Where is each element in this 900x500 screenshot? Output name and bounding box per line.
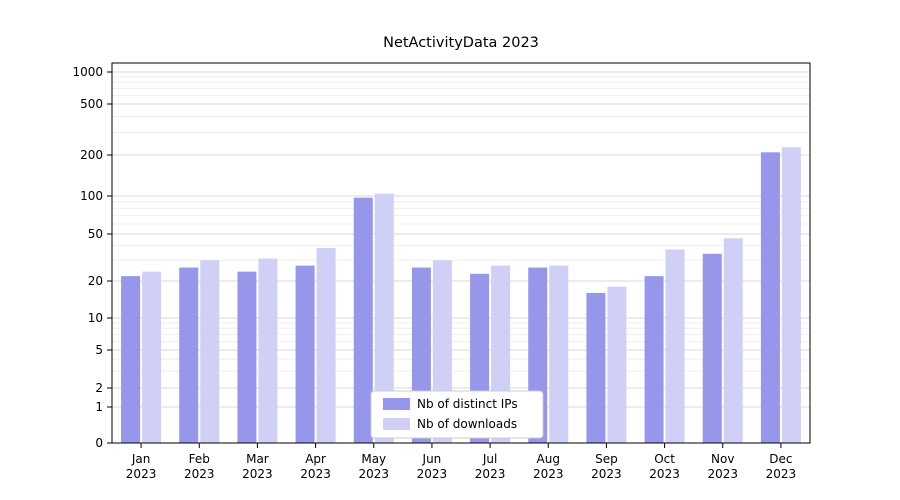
y-tick-label: 1000 [72, 65, 103, 79]
x-tick-label-year: 2023 [300, 467, 331, 481]
y-tick-label: 10 [88, 311, 103, 325]
x-tick-label-year: 2023 [126, 467, 157, 481]
x-tick-label-month: May [361, 452, 386, 466]
x-tick-label-year: 2023 [533, 467, 564, 481]
bar-distinct-ips-oct [644, 276, 664, 443]
x-axis: Jan2023Feb2023Mar2023Apr2023May2023Jun20… [126, 443, 796, 481]
legend-swatch [383, 398, 410, 410]
legend-swatch [383, 418, 410, 430]
y-tick-label: 500 [80, 97, 103, 111]
bar-downloads-apr [316, 248, 336, 443]
legend-label: Nb of distinct IPs [417, 397, 518, 411]
x-tick-label-year: 2023 [591, 467, 622, 481]
y-tick-label: 20 [88, 274, 103, 288]
y-tick-label: 2 [95, 381, 103, 395]
x-tick-label-month: Feb [189, 452, 210, 466]
x-tick-label-month: Jun [422, 452, 442, 466]
axes-box [111, 62, 811, 444]
bar-downloads-nov [723, 238, 743, 443]
bar-downloads-may [374, 193, 394, 443]
y-tick-label: 0 [95, 436, 103, 450]
bar-distinct-ips-dec [760, 152, 780, 444]
bar-distinct-ips-mar [237, 271, 257, 443]
x-tick-label-year: 2023 [766, 467, 797, 481]
x-tick-label-year: 2023 [649, 467, 680, 481]
x-tick-label-year: 2023 [475, 467, 506, 481]
x-tick-label-month: Oct [654, 452, 675, 466]
y-axis: 0 1 2 5 10 20 50 100 200 500 1000 [72, 65, 112, 450]
x-tick-label-month: Jul [482, 452, 497, 466]
y-tick-label: 1 [95, 400, 103, 414]
y-tick-label: 100 [80, 189, 103, 203]
x-tick-label-month: Jan [131, 452, 151, 466]
x-tick-label-month: Dec [769, 452, 792, 466]
legend: Nb of distinct IPs Nb of downloads [370, 390, 544, 439]
bar-downloads-mar [258, 258, 278, 443]
x-tick-label-month: Nov [711, 452, 734, 466]
bar-downloads-aug [549, 265, 569, 443]
bar-distinct-ips-sep [586, 292, 606, 443]
x-tick-label-month: Sep [595, 452, 618, 466]
y-tick-label: 5 [95, 343, 103, 357]
bar-downloads-feb [200, 260, 220, 443]
plot-layers: 01251020501002005001000Jan2023Feb2023Mar… [72, 62, 811, 481]
x-tick-label-month: Mar [246, 452, 269, 466]
series-downloads [142, 147, 801, 444]
x-tick-label-year: 2023 [358, 467, 389, 481]
bar-distinct-ips-apr [295, 265, 315, 443]
y-tick-label: 50 [88, 227, 103, 241]
x-tick-label-year: 2023 [417, 467, 448, 481]
x-tick-label-year: 2023 [184, 467, 215, 481]
x-tick-label-month: Aug [537, 452, 560, 466]
bar-distinct-ips-jan [121, 276, 141, 443]
legend-label: Nb of downloads [417, 417, 517, 431]
bar-downloads-jan [142, 271, 162, 443]
legend-box [370, 390, 544, 439]
bar-downloads-oct [665, 249, 685, 443]
minor-gridlines [112, 76, 810, 372]
major-gridlines [112, 71, 810, 408]
x-tick-label-year: 2023 [242, 467, 273, 481]
bar-distinct-ips-feb [179, 267, 199, 443]
bar-distinct-ips-may [353, 197, 373, 443]
x-tick-label-month: Apr [305, 452, 326, 466]
chart-title: NetActivityData 2023 [383, 35, 539, 51]
bar-downloads-dec [781, 147, 801, 444]
x-tick-label-year: 2023 [707, 467, 738, 481]
y-tick-label: 200 [80, 148, 103, 162]
bar-distinct-ips-nov [702, 253, 722, 443]
bar-downloads-sep [607, 286, 627, 443]
